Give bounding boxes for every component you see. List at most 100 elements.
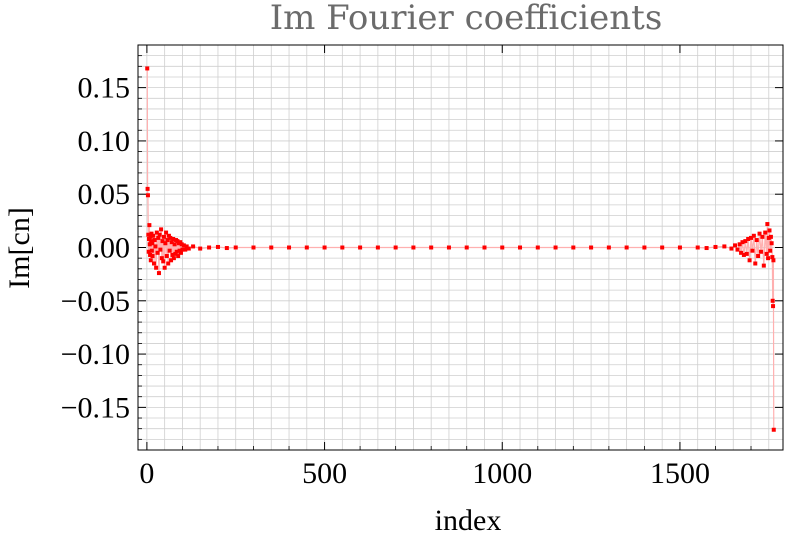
- x-tick-label: 1000: [472, 457, 532, 490]
- y-tick-label: −0.10: [61, 338, 130, 371]
- data-point: [767, 228, 772, 233]
- data-point: [149, 231, 154, 236]
- data-point: [145, 66, 150, 71]
- data-point: [159, 227, 164, 232]
- x-axis-label: index: [435, 504, 502, 537]
- data-point: [751, 233, 756, 238]
- y-tick-label: 0.10: [78, 125, 131, 158]
- data-point: [606, 245, 611, 250]
- data-point: [171, 256, 176, 261]
- data-point: [304, 245, 309, 250]
- data-point: [156, 271, 161, 276]
- data-point: [178, 240, 183, 245]
- data-point: [186, 246, 191, 251]
- data-point: [757, 231, 762, 236]
- data-point: [251, 245, 256, 250]
- data-point: [168, 235, 173, 240]
- data-point: [771, 427, 776, 432]
- data-point: [174, 249, 179, 254]
- data-point: [771, 304, 776, 309]
- data-point: [747, 258, 752, 263]
- data-point: [737, 242, 742, 247]
- data-point: [704, 246, 709, 251]
- data-point: [145, 193, 150, 198]
- data-point: [163, 241, 168, 246]
- data-point: [167, 248, 172, 253]
- data-point: [175, 239, 180, 244]
- data-point: [166, 261, 171, 266]
- data-point: [171, 236, 176, 241]
- data-point: [154, 230, 159, 235]
- data-point: [754, 238, 759, 243]
- data-point: [746, 236, 751, 241]
- data-point: [553, 245, 558, 250]
- data-point: [160, 239, 165, 244]
- data-point: [750, 248, 755, 253]
- data-point: [179, 250, 183, 255]
- data-point: [172, 242, 177, 247]
- tick-marks: [138, 45, 783, 450]
- chart-title: Im Fourier coefficients: [270, 0, 663, 38]
- data-point: [170, 252, 175, 257]
- data-point: [191, 244, 196, 249]
- data-point: [770, 255, 775, 260]
- data-point: [157, 232, 162, 237]
- data-point: [677, 245, 682, 250]
- data-point: [156, 235, 161, 240]
- data-point: [177, 248, 182, 253]
- data-point: [165, 238, 170, 243]
- data-point: [169, 258, 174, 263]
- data-point: [224, 246, 229, 251]
- data-point: [749, 235, 754, 240]
- data-point: [146, 232, 151, 237]
- data-point: [166, 233, 171, 238]
- data-point: [729, 246, 734, 251]
- data-point: [176, 254, 181, 259]
- data-point: [215, 244, 220, 249]
- data-point: [147, 242, 152, 247]
- data-point: [660, 245, 665, 250]
- data-point: [180, 247, 185, 252]
- y-tick-label: −0.15: [61, 391, 130, 424]
- data-point: [756, 254, 761, 259]
- data-point: [148, 258, 153, 263]
- y-axis-label: Im[cn]: [3, 207, 36, 289]
- data-point: [535, 245, 540, 250]
- data-point: [149, 248, 154, 253]
- data-point: [161, 234, 166, 239]
- data-point: [429, 245, 434, 250]
- data-point: [340, 245, 345, 250]
- data-point: [151, 233, 156, 238]
- data-point: [164, 230, 169, 235]
- y-tick-label: 0.00: [78, 232, 131, 265]
- data-point: [269, 245, 274, 250]
- data-point: [146, 249, 151, 254]
- data-point: [158, 247, 163, 252]
- data-point: [164, 254, 169, 259]
- data-point: [393, 245, 398, 250]
- data-point: [145, 186, 150, 191]
- data-series: [145, 66, 776, 432]
- data-point: [159, 256, 164, 261]
- x-tick-label: 500: [302, 457, 347, 490]
- data-point: [161, 259, 166, 264]
- data-point: [446, 245, 451, 250]
- data-point: [411, 245, 416, 250]
- data-point: [375, 245, 380, 250]
- data-point: [739, 250, 744, 255]
- data-point: [744, 251, 749, 256]
- data-point: [207, 245, 212, 250]
- data-point: [151, 261, 156, 266]
- data-point: [761, 263, 766, 268]
- data-point: [589, 245, 594, 250]
- data-point: [153, 244, 158, 249]
- data-point: [764, 251, 769, 256]
- data-point: [758, 249, 763, 254]
- data-point: [763, 230, 768, 235]
- data-point: [741, 252, 746, 257]
- y-tick-label: −0.05: [61, 285, 130, 318]
- data-point: [642, 245, 647, 250]
- data-point: [322, 245, 327, 250]
- data-point: [150, 241, 155, 246]
- data-point: [769, 241, 774, 246]
